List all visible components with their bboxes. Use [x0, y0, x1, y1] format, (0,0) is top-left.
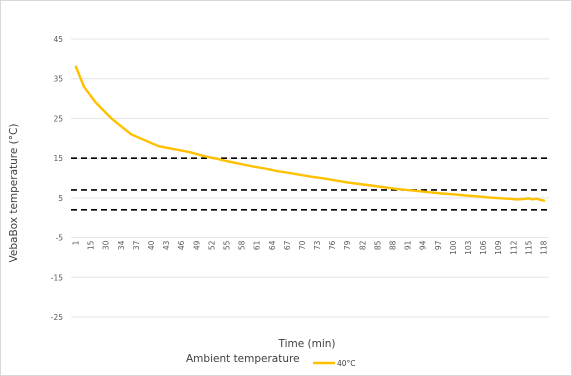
x-tick-label: 100 — [449, 240, 458, 255]
x-tick-label: 109 — [494, 240, 503, 255]
x-tick-label: 70 — [298, 240, 307, 250]
x-tick-label: 40 — [147, 240, 156, 250]
x-tick-label: 76 — [328, 240, 337, 250]
x-tick-label: 82 — [358, 240, 367, 250]
legend-label-40c: 40°C — [337, 359, 356, 368]
x-tick-label: 64 — [268, 240, 277, 250]
x-tick-label: 88 — [389, 240, 398, 250]
reference-lines — [71, 157, 549, 211]
x-axis-ticks: 1 15 30 34 37 40 43 46 49 52 55 58 61 64 67 70 73 76 79 82 8… — [72, 240, 549, 255]
x-tick-label: 112 — [509, 240, 518, 255]
series-line-40c — [74, 65, 546, 202]
x-tick-label: 43 — [162, 240, 171, 250]
x-tick-label: 55 — [222, 240, 231, 250]
x-axis-title: Time (min) — [277, 338, 335, 350]
y-tick-label: 25 — [53, 114, 63, 123]
y-tick-label: -25 — [51, 313, 63, 322]
grid-lines — [71, 38, 549, 318]
legend-title: Ambient temperature — [186, 353, 300, 365]
x-tick-label: 115 — [524, 240, 533, 255]
x-tick-label: 61 — [253, 240, 262, 250]
y-tick-label: 15 — [53, 154, 63, 163]
x-tick-label: 58 — [238, 240, 247, 250]
x-tick-label: 97 — [434, 240, 443, 250]
y-tick-label: -15 — [51, 273, 63, 282]
x-tick-label: 67 — [283, 240, 292, 250]
x-tick-label: 73 — [313, 240, 322, 250]
y-axis-ticks: 45 35 25 15 5 -5 -15 -25 — [51, 35, 63, 322]
y-axis-title: VebaBox temperature (°C) — [8, 124, 20, 263]
x-tick-label: 30 — [102, 240, 111, 250]
y-tick-label: -5 — [56, 234, 64, 243]
legend: Ambient temperature 40°C — [186, 353, 356, 368]
x-tick-label: 94 — [419, 240, 428, 250]
x-tick-label: 103 — [464, 240, 473, 255]
x-tick-label: 106 — [479, 240, 488, 255]
series-lines — [74, 65, 546, 202]
x-tick-label: 46 — [177, 240, 186, 250]
x-tick-label: 85 — [373, 240, 382, 250]
y-tick-label: 35 — [53, 75, 63, 84]
x-tick-label: 34 — [117, 240, 126, 250]
x-tick-label: 15 — [87, 240, 96, 250]
x-tick-label: 79 — [343, 240, 352, 250]
x-tick-label: 1 — [72, 240, 81, 245]
x-tick-label: 52 — [207, 240, 216, 250]
x-tick-label: 37 — [132, 240, 141, 250]
y-tick-label: 5 — [58, 194, 63, 203]
x-tick-label: 91 — [404, 240, 413, 250]
x-tick-label: 49 — [192, 240, 201, 250]
y-tick-label: 45 — [53, 35, 63, 44]
x-tick-label: 118 — [540, 240, 549, 255]
